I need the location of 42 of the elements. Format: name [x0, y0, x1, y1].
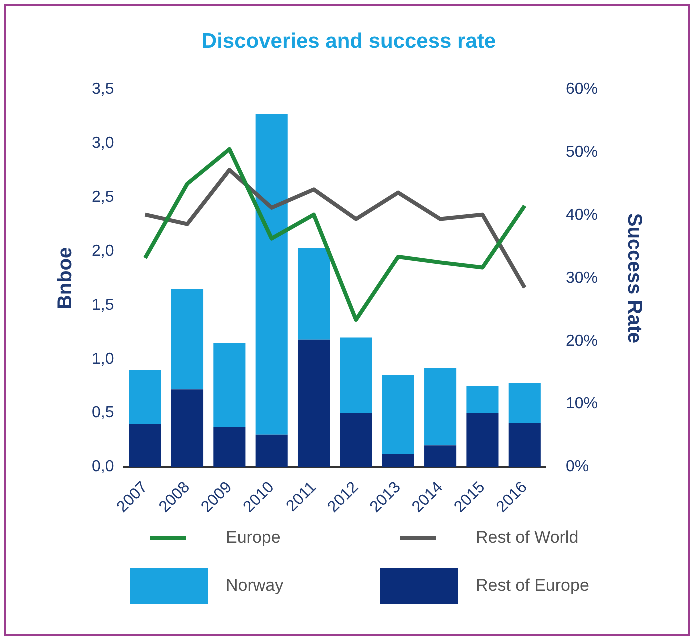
- y-tick-label: 0,0: [92, 458, 114, 476]
- bar: [171, 289, 204, 390]
- bar: [298, 248, 330, 340]
- y2-tick-label: 30%: [566, 270, 598, 287]
- bar: [256, 434, 288, 468]
- chart-title: Discoveries and success rate: [200, 30, 498, 54]
- bar: [466, 386, 499, 414]
- bar: [256, 114, 288, 435]
- legend-label: Norway: [226, 576, 284, 596]
- bar: [298, 340, 330, 468]
- y2-tick-label: 10%: [566, 396, 598, 413]
- y2-tick-label: 40%: [566, 206, 598, 224]
- y2-tick-label: 60%: [566, 81, 598, 98]
- y-tick-label: 1,0: [92, 350, 114, 368]
- bar: [171, 390, 204, 468]
- legend-label: Rest of World: [476, 528, 579, 548]
- y-tick-label: 3,5: [92, 81, 114, 98]
- bar: [129, 424, 162, 468]
- bar: [340, 338, 372, 414]
- bar: [424, 368, 457, 446]
- bar: [382, 376, 414, 454]
- bar: [340, 413, 372, 468]
- bar: [424, 446, 457, 468]
- legend-label: Rest of Europe: [476, 576, 590, 596]
- bar: [214, 343, 246, 428]
- y-tick-label: 2,0: [92, 242, 114, 260]
- legend-label: Europe: [226, 528, 281, 548]
- y2-axis-title: Success Rate: [623, 213, 646, 344]
- y2-tick-label: 0%: [566, 458, 590, 476]
- bar: [508, 423, 541, 468]
- y-axis-title: Bnboe: [54, 247, 77, 310]
- y-tick-label: 0,5: [92, 404, 114, 422]
- y-tick-label: 3,0: [92, 134, 114, 152]
- bar: [214, 427, 246, 468]
- y2-tick-label: 20%: [566, 332, 598, 350]
- y-tick-label: 1,5: [92, 296, 114, 314]
- y2-tick-label: 50%: [566, 144, 598, 161]
- y-tick-label: 2,5: [92, 188, 114, 206]
- bar: [129, 370, 162, 424]
- bar: [508, 383, 541, 424]
- bar: [382, 454, 414, 468]
- bar: [466, 413, 499, 468]
